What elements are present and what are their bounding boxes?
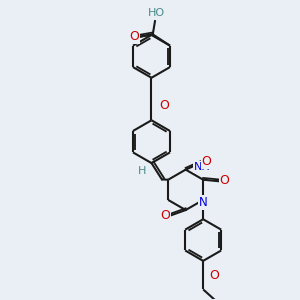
Text: N: N	[199, 196, 208, 209]
Text: O: O	[202, 155, 212, 168]
Text: O: O	[210, 268, 220, 282]
Text: O: O	[220, 174, 230, 187]
Text: O: O	[129, 30, 139, 43]
Text: O: O	[160, 209, 170, 222]
Text: O: O	[159, 99, 169, 112]
Text: H: H	[138, 167, 146, 176]
Text: HO: HO	[148, 8, 165, 18]
Text: NH: NH	[194, 162, 211, 172]
